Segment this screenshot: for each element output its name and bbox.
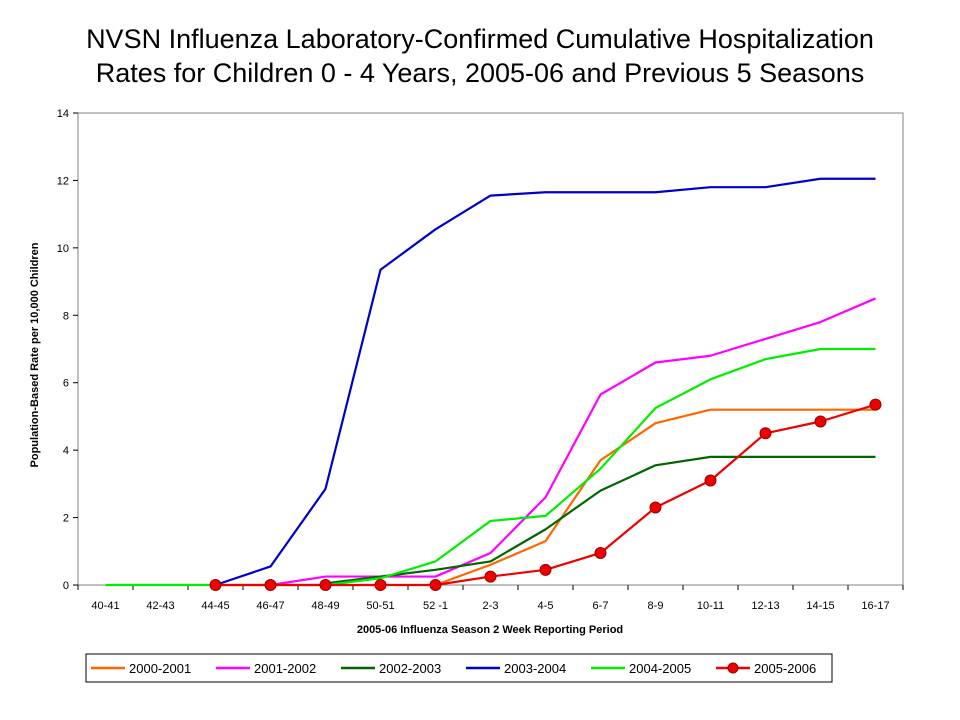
- x-tick-label: 10-11: [697, 600, 724, 612]
- legend-label: 2001-2002: [254, 661, 316, 676]
- x-tick-label: 2-3: [483, 600, 499, 612]
- series-2002-2003: [325, 455, 876, 585]
- data-point: [704, 474, 717, 487]
- series-line: [435, 408, 876, 587]
- y-tick-label: 6: [63, 378, 69, 390]
- legend-box: [85, 653, 833, 683]
- data-point: [814, 415, 827, 428]
- series-line: [270, 297, 876, 587]
- series-2003-2004: [215, 177, 876, 587]
- y-tick-label: 0: [63, 580, 69, 592]
- x-tick-label: 42-43: [146, 600, 174, 612]
- series-layer: [105, 177, 882, 591]
- legend-label: 2005-2006: [754, 661, 816, 676]
- series-line: [325, 455, 876, 585]
- y-axis-title: Population-Based Rate per 10,000 Childre…: [29, 242, 41, 467]
- data-point: [484, 570, 497, 583]
- y-tick-label: 4: [63, 445, 69, 457]
- legend-item: 2000-2001: [91, 661, 191, 676]
- data-point: [264, 579, 277, 591]
- legend-label: 2003-2004: [504, 661, 566, 676]
- x-tick-label: 14-15: [806, 600, 834, 612]
- plot-area: [77, 112, 904, 586]
- x-tick-label: 50-51: [366, 600, 394, 612]
- x-tick-label: 46-47: [256, 600, 284, 612]
- data-point: [209, 579, 222, 591]
- series-2001-2002: [270, 297, 876, 587]
- legend-item: 2002-2003: [341, 661, 441, 676]
- legend-label: 2004-2005: [629, 661, 691, 676]
- x-tick-label: 8-9: [648, 600, 664, 612]
- data-point: [374, 579, 387, 591]
- x-tick-label: 12-13: [751, 600, 779, 612]
- x-tick-label: 44-45: [201, 600, 229, 612]
- data-point: [759, 427, 772, 440]
- y-tick-label: 14: [57, 108, 69, 120]
- legend-item: 2003-2004: [466, 661, 566, 676]
- y-axis: 0 2 4 6 8 10 12 14: [57, 108, 78, 592]
- data-point: [539, 563, 552, 576]
- series-2000-2001: [435, 408, 876, 587]
- x-tick-label: 48-49: [311, 600, 339, 612]
- data-point: [429, 579, 442, 591]
- legend-item: 2004-2005: [591, 661, 691, 676]
- legend-marker: [727, 662, 739, 674]
- series-line: [215, 177, 876, 587]
- legend-label: 2002-2003: [379, 661, 441, 676]
- x-tick-label: 40-41: [91, 600, 119, 612]
- chart-title-line-1: NVSN Influenza Laboratory-Confirmed Cumu…: [86, 24, 874, 54]
- y-tick-label: 10: [57, 243, 69, 255]
- legend-item: 2001-2002: [216, 661, 316, 676]
- legend-items: 2000-2001 2001-2002 2002-2003 2003-2004 2004…: [91, 661, 816, 676]
- x-tick-label: 16-17: [861, 600, 889, 612]
- legend-item: 2005-2006: [716, 661, 816, 676]
- y-tick-label: 12: [57, 175, 69, 187]
- y-tick-label: 2: [63, 513, 69, 525]
- x-tick-label: 52 -1: [423, 600, 448, 612]
- series-2005-2006: [209, 398, 882, 591]
- legend-label: 2000-2001: [129, 661, 191, 676]
- data-point: [869, 398, 882, 411]
- y-tick-label: 8: [63, 310, 69, 322]
- x-tick-label: 6-7: [593, 600, 609, 612]
- data-point: [319, 579, 332, 591]
- x-axis-title: 2005-06 Influenza Season 2 Week Reportin…: [357, 624, 623, 636]
- x-tick-label: 4-5: [538, 600, 554, 612]
- chart-title: NVSN Influenza Laboratory-Confirmed Cumu…: [0, 22, 960, 90]
- chart-title-line-2: Rates for Children 0 - 4 Years, 2005-06 …: [95, 58, 865, 88]
- data-point: [649, 501, 662, 514]
- x-axis: 40-41 42-43 44-45 46-47 48-49 50-51 52 -1 2-3 4-…: [77, 585, 904, 612]
- legend: 2000-2001 2001-2002 2002-2003 2003-2004 2004…: [85, 653, 833, 683]
- data-point: [594, 546, 607, 559]
